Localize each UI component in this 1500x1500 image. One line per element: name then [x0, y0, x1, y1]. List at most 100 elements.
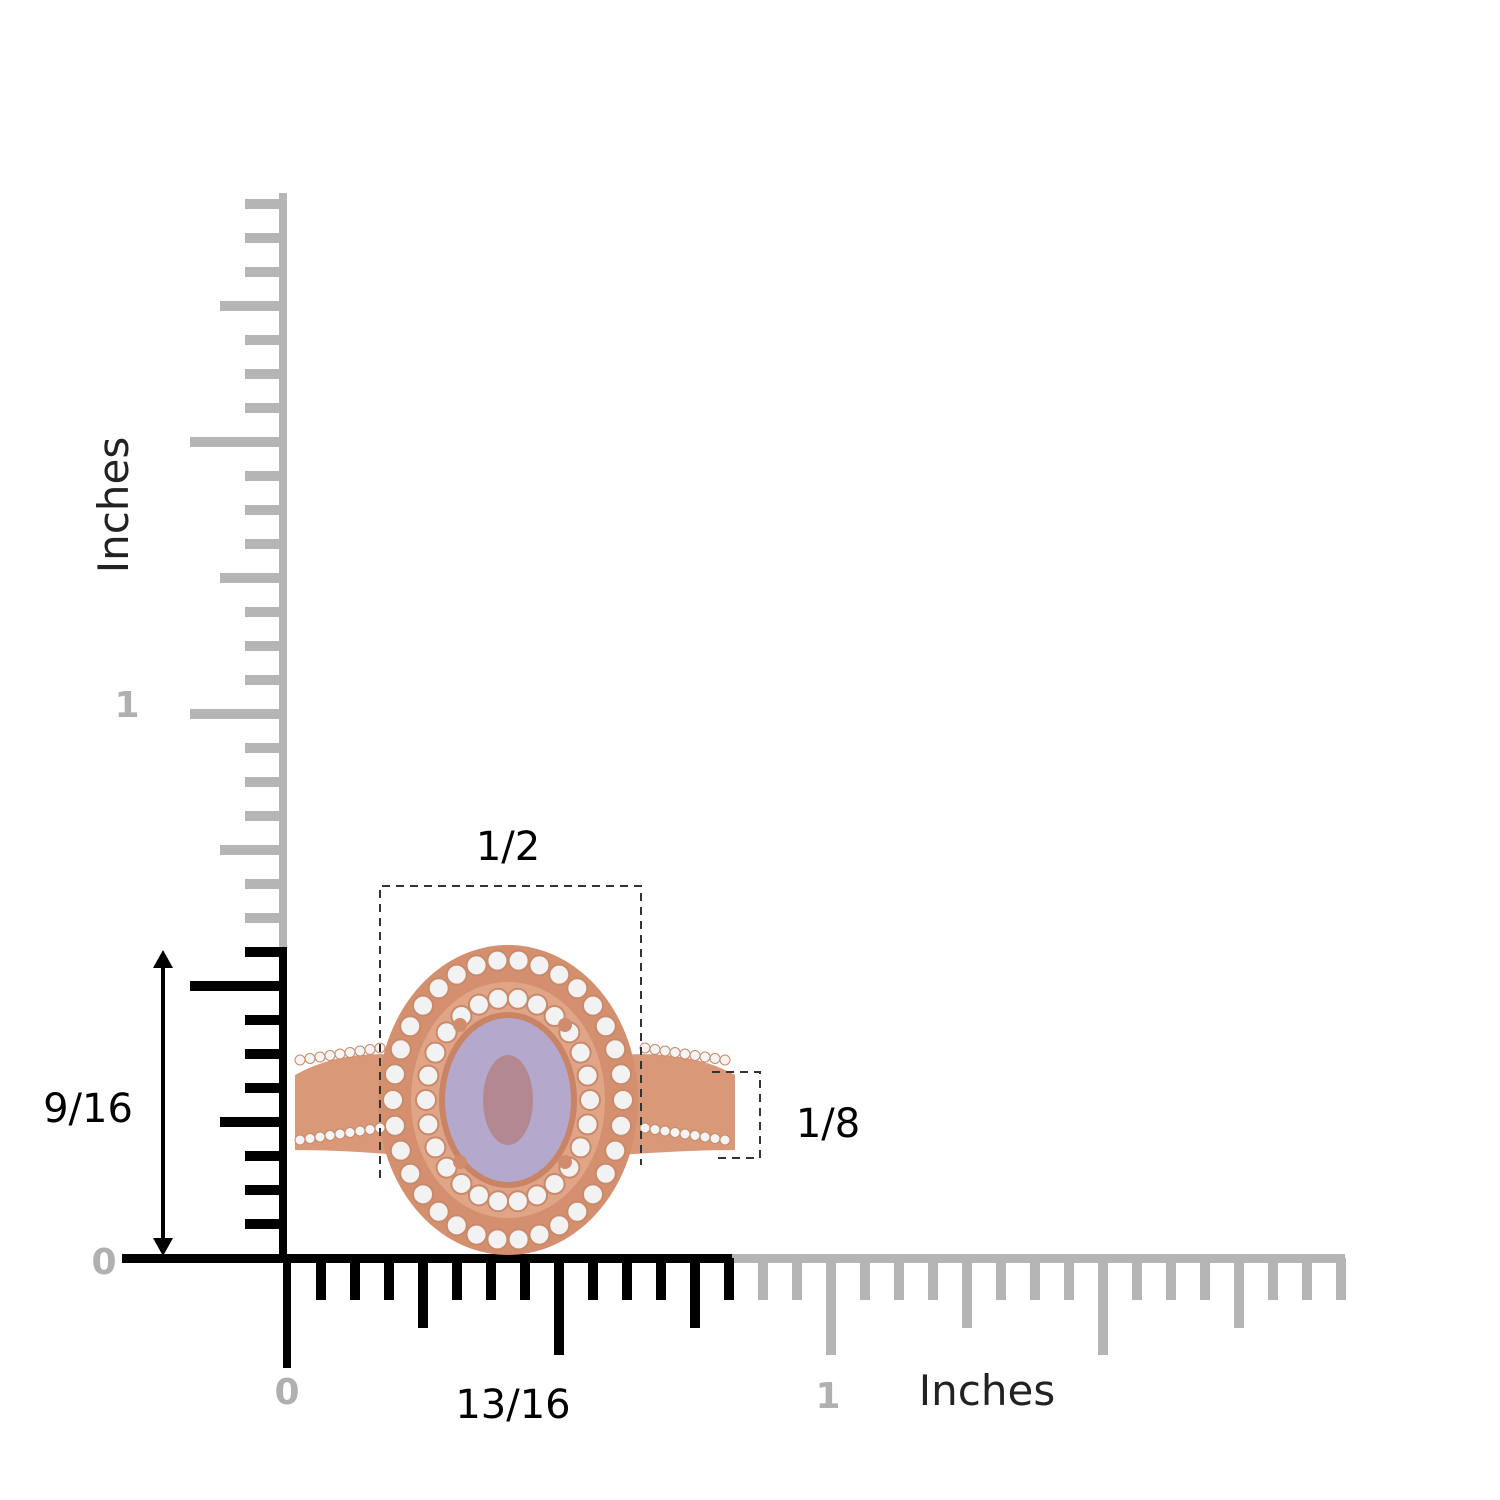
diamond [487, 987, 510, 1010]
vertical-tick [245, 811, 287, 821]
diamond [610, 1114, 633, 1137]
horizontal-tick [1336, 1258, 1346, 1300]
horizontal-tick [792, 1258, 802, 1300]
diamond [506, 1190, 529, 1213]
diamond [427, 1200, 450, 1223]
vertical-ruler-label: 0 [91, 1242, 116, 1283]
diamond [415, 1089, 437, 1111]
diamond [412, 1183, 435, 1206]
vertical-tick [220, 573, 287, 583]
zero-tick [283, 1258, 291, 1368]
vertical-tick [245, 335, 287, 345]
diamond [576, 1064, 599, 1087]
diamond [528, 954, 551, 977]
vertical-tick [220, 301, 287, 311]
vertical-ruler-spine [279, 952, 287, 1258]
height-arrow [153, 950, 173, 1256]
arrow-head [153, 1238, 173, 1256]
diamond [424, 1041, 447, 1064]
horizontal-tick [1166, 1258, 1176, 1300]
vertical-tick [245, 1015, 287, 1025]
vertical-tick [245, 1151, 287, 1161]
band-diamond [699, 1051, 711, 1063]
diamonds [294, 949, 731, 1251]
band-diamond [344, 1127, 356, 1138]
prong [558, 1018, 572, 1032]
diamond [445, 1214, 468, 1237]
vertical-tick [190, 709, 287, 719]
band-diamond [354, 1125, 366, 1137]
diamond [507, 1228, 530, 1251]
diamond [465, 954, 488, 977]
height-label: 9/16 [43, 1086, 133, 1132]
ring-image [294, 945, 735, 1255]
diamond [548, 1214, 571, 1237]
band-diamond [689, 1130, 701, 1141]
vertical-tick [220, 1117, 287, 1127]
diamond [548, 963, 571, 986]
vertical-tick [245, 1049, 287, 1059]
vertical-tick [245, 1083, 287, 1093]
diamond [594, 1015, 617, 1038]
band-diamond [314, 1051, 326, 1063]
stone-facet [483, 1055, 533, 1145]
horizontal-ruler-title: Inches [919, 1366, 1055, 1415]
diamond [382, 1089, 404, 1111]
band-diamond [294, 1054, 306, 1066]
vertical-tick [245, 505, 287, 515]
horizontal-ruler-label: 1 [815, 1376, 840, 1417]
diamond [526, 993, 549, 1016]
horizontal-tick [1302, 1258, 1312, 1300]
band-diamond [679, 1128, 691, 1140]
vertical-tick [245, 1185, 287, 1195]
horizontal-tick [452, 1258, 462, 1300]
diamond [506, 987, 529, 1010]
diamond [467, 993, 490, 1016]
diamond [526, 1184, 549, 1207]
band-diamond [669, 1047, 681, 1058]
diamond [487, 1190, 510, 1213]
diamond [383, 1063, 406, 1086]
diamond [417, 1064, 440, 1087]
diamond [576, 1113, 599, 1136]
band-diamond [334, 1128, 346, 1140]
horizontal-tick [418, 1258, 428, 1328]
horizontal-tick [1064, 1258, 1074, 1300]
horizontal-tick [962, 1258, 972, 1328]
horizontal-tick [1200, 1258, 1210, 1300]
dimension-lines [379, 885, 761, 1178]
vertical-ruler-title: Inches [89, 437, 138, 573]
diamond [528, 1223, 551, 1246]
diamond [543, 1172, 566, 1195]
diamond [383, 1114, 406, 1137]
band-diamond [304, 1133, 316, 1144]
diamond [486, 949, 509, 972]
horizontal-tick [588, 1258, 598, 1300]
band-diamond [699, 1131, 711, 1143]
horizontal-tick [758, 1258, 768, 1300]
band-diamond [659, 1045, 671, 1057]
band-diamond [709, 1133, 721, 1144]
diamond [417, 1113, 440, 1136]
band-diamond [364, 1044, 376, 1055]
vertical-tick [245, 369, 287, 379]
vertical-tick [245, 233, 287, 243]
vertical-tick [245, 1219, 287, 1229]
band-width-label: 1/8 [796, 1101, 860, 1147]
band-diamond [669, 1127, 681, 1138]
band-diamond [709, 1053, 721, 1064]
diamond [604, 1038, 627, 1061]
diamond [604, 1139, 627, 1162]
horizontal-tick [656, 1258, 666, 1300]
horizontal-tick [894, 1258, 904, 1300]
vertical-tick [190, 981, 287, 991]
diamond [507, 949, 530, 972]
diamond [424, 1136, 447, 1159]
diamond [445, 963, 468, 986]
prong [453, 1155, 467, 1169]
vertical-tick [220, 845, 287, 855]
horizontal-tick [554, 1258, 564, 1355]
vertical-ruler-spine [279, 193, 287, 952]
horizontal-ruler-label: 0 [274, 1372, 299, 1413]
